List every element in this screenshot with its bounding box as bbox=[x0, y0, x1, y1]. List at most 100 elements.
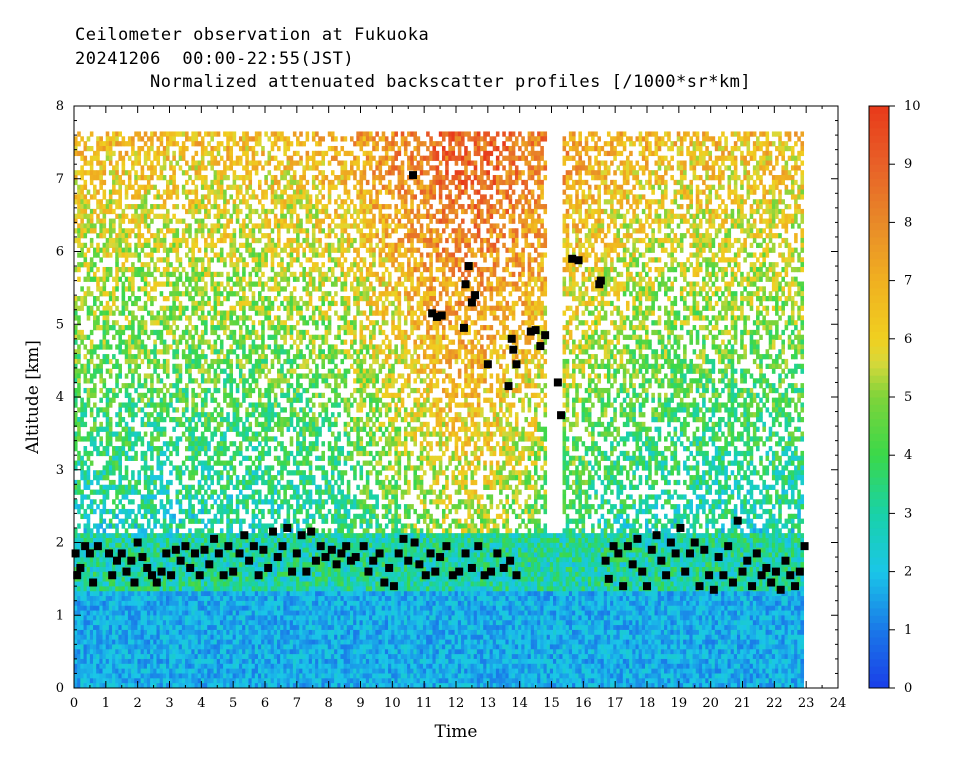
colorbar-segment bbox=[869, 477, 889, 485]
cloud-hit-marker bbox=[127, 556, 136, 565]
colorbar-segment bbox=[869, 557, 889, 565]
y-tick-label: 8 bbox=[56, 99, 64, 114]
cloud-hit-marker bbox=[421, 571, 430, 580]
cloud-hit-marker bbox=[437, 311, 446, 320]
cloud-hit-marker bbox=[311, 556, 320, 565]
x-tick-label: 4 bbox=[197, 696, 205, 711]
colorbar-segment bbox=[869, 651, 889, 660]
cloud-hit-marker bbox=[724, 542, 733, 551]
colorbar-segment bbox=[869, 353, 889, 362]
cloud-hit-marker bbox=[752, 549, 761, 558]
cloud-hit-marker bbox=[541, 331, 550, 340]
colorbar-segment bbox=[869, 222, 889, 231]
colorbar-segment bbox=[869, 142, 889, 151]
colorbar-segment bbox=[869, 273, 889, 282]
cloud-hit-marker bbox=[394, 549, 403, 558]
cloud-hit-marker bbox=[385, 563, 394, 572]
cloud-hit-marker bbox=[619, 582, 628, 591]
cloud-hit-marker bbox=[89, 578, 98, 587]
cloud-hit-marker bbox=[93, 542, 102, 551]
cloud-hit-marker bbox=[436, 553, 445, 562]
cloud-hit-marker bbox=[117, 549, 126, 558]
colorbar-segment bbox=[869, 280, 889, 289]
cloud-hit-marker bbox=[167, 571, 176, 580]
cloud-hit-marker bbox=[404, 556, 413, 565]
colorbar-segment bbox=[869, 404, 889, 413]
x-tick-label: 14 bbox=[511, 696, 528, 711]
cloud-hit-marker bbox=[467, 563, 476, 572]
colorbar-segment bbox=[869, 302, 889, 311]
colorbar-segment bbox=[869, 135, 889, 143]
x-tick-label: 7 bbox=[293, 696, 301, 711]
y-axis-title: Altitude [km] bbox=[23, 340, 43, 455]
colorbar-segment bbox=[869, 600, 889, 609]
cloud-hit-marker bbox=[601, 556, 610, 565]
colorbar-segment bbox=[869, 178, 889, 187]
cloud-hit-marker bbox=[467, 298, 476, 307]
cloud-hit-marker bbox=[389, 582, 398, 591]
x-tick-label: 0 bbox=[70, 696, 78, 711]
x-tick-label: 18 bbox=[639, 696, 656, 711]
colorbar-segment bbox=[869, 520, 889, 529]
cloud-hit-marker bbox=[762, 563, 771, 572]
cloud-hit-marker bbox=[259, 545, 268, 554]
colorbar-segment bbox=[869, 593, 889, 602]
cloud-hit-marker bbox=[771, 567, 780, 576]
cloud-hit-marker bbox=[409, 171, 418, 180]
cloud-hit-marker bbox=[332, 560, 341, 569]
cloud-hit-marker bbox=[738, 567, 747, 576]
cloud-hit-marker bbox=[461, 549, 470, 558]
colorbar-segment bbox=[869, 200, 889, 209]
colorbar-segment bbox=[869, 426, 889, 434]
colorbar-segment bbox=[869, 149, 889, 158]
cloud-hit-marker bbox=[781, 556, 790, 565]
colorbar-segment bbox=[869, 266, 889, 274]
x-tick-label: 16 bbox=[575, 696, 592, 711]
cloud-hit-marker bbox=[245, 556, 254, 565]
cloud-hit-marker bbox=[292, 549, 301, 558]
x-tick-label: 23 bbox=[798, 696, 815, 711]
cloud-hit-marker bbox=[628, 560, 637, 569]
cloud-hit-marker bbox=[297, 531, 306, 540]
cloud-hit-marker bbox=[152, 578, 161, 587]
cloud-hit-marker bbox=[432, 312, 441, 321]
colorbar-segment bbox=[869, 236, 889, 245]
cloud-hit-marker bbox=[493, 549, 502, 558]
chart-title-location: Ceilometer observation at Fukuoka bbox=[75, 25, 430, 45]
x-tick-label: 11 bbox=[416, 696, 433, 711]
cloud-hit-marker bbox=[507, 334, 516, 343]
cloud-hit-marker bbox=[351, 553, 360, 562]
x-tick-label: 9 bbox=[356, 696, 364, 711]
cloud-hit-marker bbox=[431, 567, 440, 576]
x-tick-label: 6 bbox=[261, 696, 269, 711]
colorbar-segment bbox=[869, 629, 889, 638]
colorbar-segment bbox=[869, 244, 889, 252]
colorbar-tick-label: 2 bbox=[904, 565, 912, 580]
y-tick-label: 0 bbox=[56, 681, 64, 696]
cloud-hit-marker bbox=[662, 571, 671, 580]
cloud-hit-marker bbox=[526, 327, 535, 336]
x-tick-label: 8 bbox=[325, 696, 333, 711]
cloud-hit-marker bbox=[316, 542, 325, 551]
cloud-hit-marker bbox=[474, 542, 483, 551]
cloud-hit-marker bbox=[105, 549, 114, 558]
cloud-hit-marker bbox=[288, 567, 297, 576]
cloud-hit-marker bbox=[455, 567, 464, 576]
cloud-hit-marker bbox=[195, 571, 204, 580]
cloud-hit-marker bbox=[557, 411, 566, 420]
x-tick-label: 24 bbox=[830, 696, 847, 711]
cloud-hit-marker bbox=[235, 549, 244, 558]
colorbar-segment bbox=[869, 666, 889, 674]
cloud-hit-marker bbox=[461, 280, 470, 289]
colorbar-segment bbox=[869, 622, 889, 631]
colorbar-segment bbox=[869, 367, 889, 376]
cloud-hit-marker bbox=[375, 549, 384, 558]
cloud-hit-marker bbox=[200, 545, 209, 554]
colorbar-tick-label: 5 bbox=[904, 390, 912, 405]
cloud-hit-marker bbox=[633, 534, 642, 543]
colorbar-segment bbox=[869, 469, 889, 478]
cloud-hit-marker bbox=[337, 549, 346, 558]
colorbar-segment bbox=[869, 673, 889, 682]
backscatter-heatmap bbox=[74, 131, 805, 689]
cloud-hit-marker bbox=[224, 542, 233, 551]
